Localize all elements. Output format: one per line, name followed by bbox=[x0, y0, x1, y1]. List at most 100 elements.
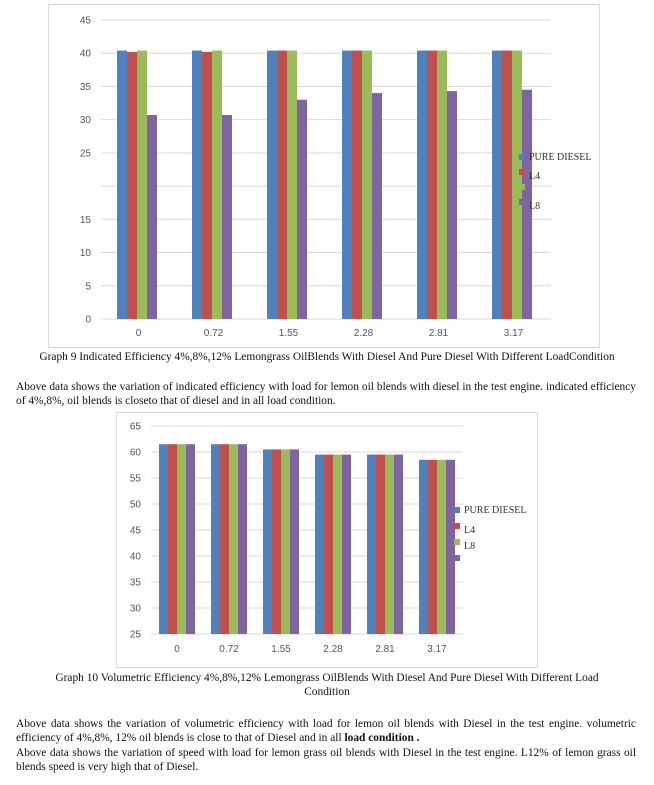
legend-label: PURE DIESEL bbox=[464, 505, 527, 516]
bar bbox=[290, 449, 299, 634]
y-tick-label: 10 bbox=[80, 248, 92, 259]
bar bbox=[202, 51, 212, 319]
y-tick-label: 40 bbox=[80, 49, 92, 60]
legend-swatch bbox=[454, 523, 460, 529]
bar bbox=[159, 444, 168, 634]
x-tick-label: 0 bbox=[174, 644, 180, 655]
y-tick-label: 65 bbox=[130, 422, 142, 433]
bar bbox=[428, 459, 437, 634]
bar bbox=[127, 51, 137, 319]
paragraph-indicated-efficiency: Above data shows the variation of indica… bbox=[16, 381, 636, 407]
legend-swatch bbox=[454, 555, 460, 561]
y-tick-label: 55 bbox=[130, 474, 142, 485]
y-tick-label: 35 bbox=[80, 82, 92, 93]
bar bbox=[281, 449, 290, 634]
bar bbox=[372, 93, 382, 319]
bar bbox=[522, 89, 532, 320]
bar bbox=[417, 50, 427, 319]
bar bbox=[342, 50, 352, 319]
x-tick-label: 2.28 bbox=[323, 644, 343, 655]
bar bbox=[177, 444, 186, 634]
legend-swatch bbox=[519, 184, 525, 190]
bar bbox=[277, 50, 287, 319]
graph10-caption-line1: Graph 10 Volumetric Efficiency 4%,8%,12%… bbox=[55, 672, 599, 684]
bar bbox=[492, 50, 502, 319]
indicated-efficiency-chart: 0 5 10 15 25 30 35 40 45 0 0.72 1.55 2.28 2.81 3.17 PUR… bbox=[48, 4, 600, 348]
x-tick-label: 1.55 bbox=[271, 644, 291, 655]
legend-swatch bbox=[519, 169, 525, 175]
graph10-caption: Graph 10 Volumetric Efficiency 4%,8%,12%… bbox=[10, 671, 644, 699]
bar bbox=[324, 454, 333, 634]
bar bbox=[419, 459, 428, 634]
paragraph-volumetric-efficiency: Above data shows the variation of volume… bbox=[16, 717, 636, 745]
indicated-efficiency-chart-svg: 0 5 10 15 25 30 35 40 45 0 0.72 1.55 2.28 2.81 3.17 PUR… bbox=[80, 16, 592, 340]
y-tick-label: 0 bbox=[85, 315, 91, 326]
y-tick-label: 50 bbox=[130, 500, 142, 511]
bar bbox=[342, 454, 351, 634]
y-tick-label: 30 bbox=[80, 115, 92, 126]
paragraph-volumetric-bold: load condition . bbox=[344, 732, 420, 744]
x-tick-label: 3.17 bbox=[427, 644, 447, 655]
x-tick-label: 1.55 bbox=[279, 328, 299, 339]
bar bbox=[263, 449, 272, 634]
x-tick-label: 2.81 bbox=[375, 644, 395, 655]
y-tick-label: 25 bbox=[130, 630, 142, 641]
x-tick-label: 0 bbox=[136, 328, 142, 339]
bar bbox=[117, 50, 127, 319]
bar bbox=[297, 99, 307, 319]
x-tick-label: 2.28 bbox=[354, 328, 374, 339]
bar bbox=[352, 50, 362, 319]
y-tick-label: 15 bbox=[80, 215, 92, 226]
bar bbox=[437, 50, 447, 319]
bar bbox=[137, 50, 147, 319]
graph10-caption-line2: Condition bbox=[304, 686, 350, 698]
bar bbox=[385, 454, 394, 634]
y-tick-label: 30 bbox=[130, 604, 142, 615]
bar bbox=[447, 91, 457, 320]
graph9-caption: Graph 9 Indicated Efficiency 4%,8%,12% L… bbox=[39, 351, 615, 363]
bar bbox=[168, 444, 177, 634]
legend-label: L8 bbox=[464, 541, 475, 552]
volumetric-efficiency-chart-svg: 25 30 35 40 45 50 55 60 65 0 0.72 1.55 2.28 2.81 3.17 P… bbox=[130, 422, 527, 656]
bar bbox=[212, 50, 222, 319]
y-tick-label: 45 bbox=[80, 16, 92, 27]
paragraph-volumetric-text: Above data shows the variation of volume… bbox=[16, 718, 636, 744]
bar bbox=[229, 444, 238, 634]
paragraph-speed: Above data shows the variation of speed … bbox=[16, 747, 636, 773]
legend-label: L4 bbox=[464, 525, 475, 536]
legend-swatch bbox=[519, 199, 525, 205]
bar bbox=[222, 115, 232, 319]
bar bbox=[186, 444, 195, 634]
bar bbox=[394, 454, 403, 634]
bar bbox=[287, 50, 297, 319]
x-tick-label: 0.72 bbox=[204, 328, 224, 339]
bar bbox=[272, 449, 281, 634]
bar bbox=[367, 454, 376, 634]
y-tick-label: 40 bbox=[130, 552, 142, 563]
bar bbox=[446, 459, 455, 634]
legend-swatch bbox=[454, 539, 460, 545]
x-tick-label: 3.17 bbox=[504, 328, 524, 339]
legend-label: L8 bbox=[529, 201, 540, 212]
bar bbox=[333, 454, 342, 634]
bar bbox=[147, 115, 157, 319]
x-tick-label: 2.81 bbox=[429, 328, 449, 339]
volumetric-efficiency-chart: 25 30 35 40 45 50 55 60 65 0 0.72 1.55 2.28 2.81 3.17 P… bbox=[116, 412, 538, 668]
legend-label: PURE DIESEL bbox=[529, 152, 592, 163]
y-tick-label: 45 bbox=[130, 526, 142, 537]
y-tick-label: 25 bbox=[80, 148, 92, 159]
bar bbox=[238, 444, 247, 634]
bar bbox=[376, 454, 385, 634]
bar bbox=[267, 50, 277, 319]
bar bbox=[220, 444, 229, 634]
y-tick-label: 35 bbox=[130, 578, 142, 589]
bar bbox=[192, 50, 202, 319]
legend-swatch bbox=[454, 507, 460, 513]
bar bbox=[211, 444, 220, 634]
bar bbox=[362, 50, 372, 319]
x-tick-label: 0.72 bbox=[219, 644, 239, 655]
legend-label: L4 bbox=[529, 171, 540, 182]
y-tick-label: 5 bbox=[85, 281, 91, 292]
y-tick-label: 60 bbox=[130, 448, 142, 459]
legend-swatch bbox=[519, 154, 525, 160]
